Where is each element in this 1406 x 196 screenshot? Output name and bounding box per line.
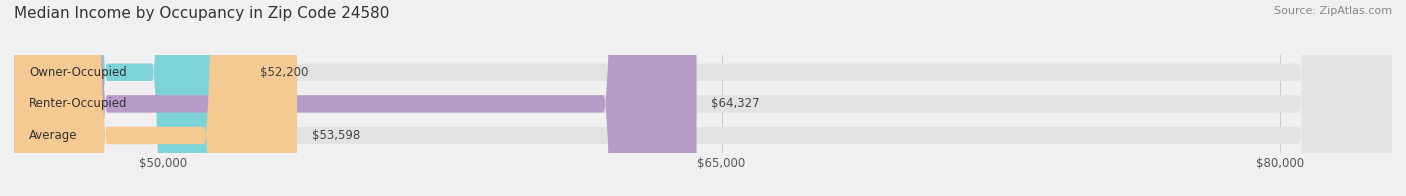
FancyBboxPatch shape: [14, 0, 1392, 196]
Text: Renter-Occupied: Renter-Occupied: [30, 97, 128, 110]
FancyBboxPatch shape: [14, 0, 1392, 196]
FancyBboxPatch shape: [14, 0, 1392, 196]
Text: Source: ZipAtlas.com: Source: ZipAtlas.com: [1274, 6, 1392, 16]
Text: Average: Average: [30, 129, 77, 142]
Text: $52,200: $52,200: [260, 66, 308, 79]
FancyBboxPatch shape: [14, 0, 245, 196]
Text: $64,327: $64,327: [711, 97, 761, 110]
Text: Owner-Occupied: Owner-Occupied: [30, 66, 127, 79]
FancyBboxPatch shape: [14, 0, 297, 196]
FancyBboxPatch shape: [14, 0, 696, 196]
Text: Median Income by Occupancy in Zip Code 24580: Median Income by Occupancy in Zip Code 2…: [14, 6, 389, 21]
Text: $53,598: $53,598: [312, 129, 360, 142]
